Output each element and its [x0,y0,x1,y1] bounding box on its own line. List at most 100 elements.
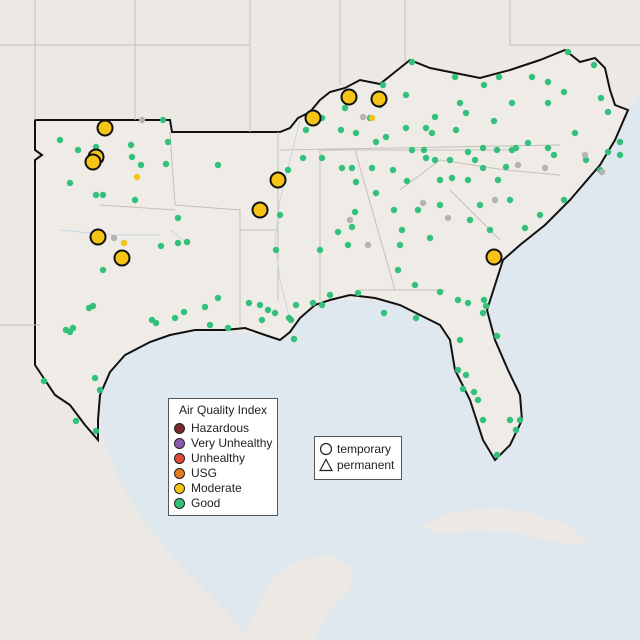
good-monitor-marker[interactable] [479,144,487,152]
good-monitor-marker[interactable] [92,143,100,151]
good-monitor-marker[interactable] [590,61,598,69]
no-data-monitor-marker[interactable] [110,234,118,242]
good-monitor-marker[interactable] [309,299,317,307]
good-monitor-marker[interactable] [493,146,501,154]
good-monitor-marker[interactable] [352,178,360,186]
moderate-temporary-monitor-marker[interactable] [96,119,114,137]
no-data-monitor-marker[interactable] [346,216,354,224]
good-monitor-marker[interactable] [128,153,136,161]
good-monitor-marker[interactable] [616,151,624,159]
good-monitor-marker[interactable] [302,126,310,134]
good-monitor-marker[interactable] [162,160,170,168]
good-monitor-marker[interactable] [454,296,462,304]
good-monitor-marker[interactable] [99,266,107,274]
good-monitor-marker[interactable] [224,324,232,332]
good-monitor-marker[interactable] [92,191,100,199]
good-monitor-marker[interactable] [493,451,501,459]
good-monitor-marker[interactable] [431,113,439,121]
good-monitor-marker[interactable] [299,154,307,162]
good-monitor-marker[interactable] [479,164,487,172]
good-monitor-marker[interactable] [486,226,494,234]
good-monitor-marker[interactable] [408,146,416,154]
good-monitor-marker[interactable] [214,161,222,169]
good-monitor-marker[interactable] [402,124,410,132]
good-monitor-marker[interactable] [471,156,479,164]
good-monitor-marker[interactable] [157,242,165,250]
no-data-monitor-marker[interactable] [419,199,427,207]
good-monitor-marker[interactable] [436,176,444,184]
moderate-temporary-monitor-marker[interactable] [84,153,102,171]
good-monitor-marker[interactable] [422,154,430,162]
good-monitor-marker[interactable] [402,91,410,99]
good-monitor-marker[interactable] [380,309,388,317]
good-monitor-marker[interactable] [493,332,501,340]
good-monitor-marker[interactable] [159,116,167,124]
good-monitor-marker[interactable] [344,241,352,249]
moderate-monitor-marker[interactable] [368,114,376,122]
good-monitor-marker[interactable] [372,189,380,197]
good-monitor-marker[interactable] [408,58,416,66]
good-monitor-marker[interactable] [256,301,264,309]
moderate-temporary-monitor-marker[interactable] [251,201,269,219]
good-monitor-marker[interactable] [464,176,472,184]
moderate-temporary-monitor-marker[interactable] [269,171,287,189]
good-monitor-marker[interactable] [480,296,488,304]
good-monitor-marker[interactable] [560,88,568,96]
good-monitor-marker[interactable] [482,302,490,310]
good-monitor-marker[interactable] [56,136,64,144]
good-monitor-marker[interactable] [290,335,298,343]
good-monitor-marker[interactable] [316,246,324,254]
good-monitor-marker[interactable] [446,156,454,164]
good-monitor-marker[interactable] [436,288,444,296]
good-monitor-marker[interactable] [91,374,99,382]
good-monitor-marker[interactable] [476,201,484,209]
good-monitor-marker[interactable] [284,166,292,174]
no-data-monitor-marker[interactable] [541,164,549,172]
good-monitor-marker[interactable] [512,144,520,152]
good-monitor-marker[interactable] [436,201,444,209]
good-monitor-marker[interactable] [506,416,514,424]
good-monitor-marker[interactable] [564,48,572,56]
good-monitor-marker[interactable] [536,211,544,219]
good-monitor-marker[interactable] [96,386,104,394]
good-monitor-marker[interactable] [258,316,266,324]
good-monitor-marker[interactable] [524,139,532,147]
good-monitor-marker[interactable] [382,133,390,141]
good-monitor-marker[interactable] [206,321,214,329]
good-monitor-marker[interactable] [74,146,82,154]
good-monitor-marker[interactable] [571,129,579,137]
moderate-temporary-monitor-marker[interactable] [89,228,107,246]
good-monitor-marker[interactable] [137,161,145,169]
good-monitor-marker[interactable] [412,314,420,322]
good-monitor-marker[interactable] [451,73,459,81]
good-monitor-marker[interactable] [171,314,179,322]
no-data-monitor-marker[interactable] [581,151,589,159]
good-monitor-marker[interactable] [474,396,482,404]
good-monitor-marker[interactable] [337,126,345,134]
good-monitor-marker[interactable] [326,291,334,299]
good-monitor-marker[interactable] [550,151,558,159]
good-monitor-marker[interactable] [352,129,360,137]
good-monitor-marker[interactable] [271,309,279,317]
good-monitor-marker[interactable] [464,148,472,156]
moderate-monitor-marker[interactable] [120,239,128,247]
moderate-temporary-monitor-marker[interactable] [113,249,131,267]
good-monitor-marker[interactable] [616,138,624,146]
good-monitor-marker[interactable] [351,208,359,216]
good-monitor-marker[interactable] [72,417,80,425]
no-data-monitor-marker[interactable] [598,168,606,176]
good-monitor-marker[interactable] [479,309,487,317]
good-monitor-marker[interactable] [597,94,605,102]
no-data-monitor-marker[interactable] [359,113,367,121]
good-monitor-marker[interactable] [183,238,191,246]
good-monitor-marker[interactable] [604,148,612,156]
good-monitor-marker[interactable] [354,289,362,297]
good-monitor-marker[interactable] [318,301,326,309]
no-data-monitor-marker[interactable] [364,241,372,249]
good-monitor-marker[interactable] [512,426,520,434]
good-monitor-marker[interactable] [127,141,135,149]
good-monitor-marker[interactable] [85,304,93,312]
good-monitor-marker[interactable] [454,366,462,374]
moderate-small-markers[interactable] [120,114,376,247]
